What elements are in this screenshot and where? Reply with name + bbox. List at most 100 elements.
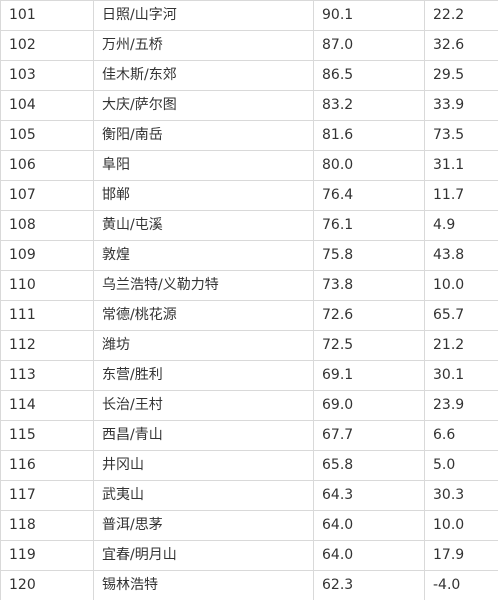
value-cell: 22.2 bbox=[425, 1, 498, 31]
score-cell: 69.0 bbox=[314, 391, 425, 421]
score-cell: 72.5 bbox=[314, 331, 425, 361]
rank-cell: 113 bbox=[1, 361, 94, 391]
value-cell: 73.5 bbox=[425, 121, 498, 151]
name-cell: 潍坊 bbox=[94, 331, 314, 361]
score-cell: 65.8 bbox=[314, 451, 425, 481]
value-cell: 33.9 bbox=[425, 91, 498, 121]
rank-cell: 103 bbox=[1, 61, 94, 91]
rank-cell: 117 bbox=[1, 481, 94, 511]
rank-cell: 119 bbox=[1, 541, 94, 571]
rank-cell: 105 bbox=[1, 121, 94, 151]
name-cell: 西昌/青山 bbox=[94, 421, 314, 451]
value-cell: 32.6 bbox=[425, 31, 498, 61]
rank-cell: 120 bbox=[1, 571, 94, 600]
rank-cell: 107 bbox=[1, 181, 94, 211]
value-cell: 23.9 bbox=[425, 391, 498, 421]
name-cell: 乌兰浩特/义勒力特 bbox=[94, 271, 314, 301]
name-cell: 阜阳 bbox=[94, 151, 314, 181]
score-cell: 76.4 bbox=[314, 181, 425, 211]
rank-cell: 112 bbox=[1, 331, 94, 361]
rank-cell: 104 bbox=[1, 91, 94, 121]
score-cell: 81.6 bbox=[314, 121, 425, 151]
rank-cell: 118 bbox=[1, 511, 94, 541]
rank-cell: 110 bbox=[1, 271, 94, 301]
score-cell: 64.3 bbox=[314, 481, 425, 511]
score-cell: 64.0 bbox=[314, 511, 425, 541]
name-cell: 敦煌 bbox=[94, 241, 314, 271]
score-cell: 73.8 bbox=[314, 271, 425, 301]
value-cell: 5.0 bbox=[425, 451, 498, 481]
score-cell: 72.6 bbox=[314, 301, 425, 331]
score-cell: 90.1 bbox=[314, 1, 425, 31]
score-cell: 62.3 bbox=[314, 571, 425, 600]
name-cell: 日照/山字河 bbox=[94, 1, 314, 31]
value-cell: 30.3 bbox=[425, 481, 498, 511]
score-cell: 80.0 bbox=[314, 151, 425, 181]
value-cell: 10.0 bbox=[425, 511, 498, 541]
name-cell: 长治/王村 bbox=[94, 391, 314, 421]
rank-cell: 102 bbox=[1, 31, 94, 61]
score-cell: 87.0 bbox=[314, 31, 425, 61]
rank-cell: 114 bbox=[1, 391, 94, 421]
name-cell: 宜春/明月山 bbox=[94, 541, 314, 571]
value-cell: 31.1 bbox=[425, 151, 498, 181]
rank-cell: 106 bbox=[1, 151, 94, 181]
value-cell: 6.6 bbox=[425, 421, 498, 451]
value-cell: 4.9 bbox=[425, 211, 498, 241]
score-cell: 83.2 bbox=[314, 91, 425, 121]
name-cell: 井冈山 bbox=[94, 451, 314, 481]
name-cell: 衡阳/南岳 bbox=[94, 121, 314, 151]
score-cell: 75.8 bbox=[314, 241, 425, 271]
name-cell: 武夷山 bbox=[94, 481, 314, 511]
rank-cell: 116 bbox=[1, 451, 94, 481]
name-cell: 万州/五桥 bbox=[94, 31, 314, 61]
name-cell: 锡林浩特 bbox=[94, 571, 314, 600]
score-cell: 86.5 bbox=[314, 61, 425, 91]
name-cell: 大庆/萨尔图 bbox=[94, 91, 314, 121]
score-cell: 67.7 bbox=[314, 421, 425, 451]
score-cell: 76.1 bbox=[314, 211, 425, 241]
rank-cell: 101 bbox=[1, 1, 94, 31]
score-cell: 64.0 bbox=[314, 541, 425, 571]
value-cell: 30.1 bbox=[425, 361, 498, 391]
rank-cell: 115 bbox=[1, 421, 94, 451]
value-cell: -4.0 bbox=[425, 571, 498, 600]
name-cell: 常德/桃花源 bbox=[94, 301, 314, 331]
rank-cell: 108 bbox=[1, 211, 94, 241]
name-cell: 黄山/屯溪 bbox=[94, 211, 314, 241]
rank-cell: 109 bbox=[1, 241, 94, 271]
value-cell: 65.7 bbox=[425, 301, 498, 331]
value-cell: 43.8 bbox=[425, 241, 498, 271]
name-cell: 邯郸 bbox=[94, 181, 314, 211]
value-cell: 11.7 bbox=[425, 181, 498, 211]
value-cell: 21.2 bbox=[425, 331, 498, 361]
rank-cell: 111 bbox=[1, 301, 94, 331]
name-cell: 佳木斯/东郊 bbox=[94, 61, 314, 91]
value-cell: 29.5 bbox=[425, 61, 498, 91]
name-cell: 东营/胜利 bbox=[94, 361, 314, 391]
name-cell: 普洱/思茅 bbox=[94, 511, 314, 541]
score-cell: 69.1 bbox=[314, 361, 425, 391]
